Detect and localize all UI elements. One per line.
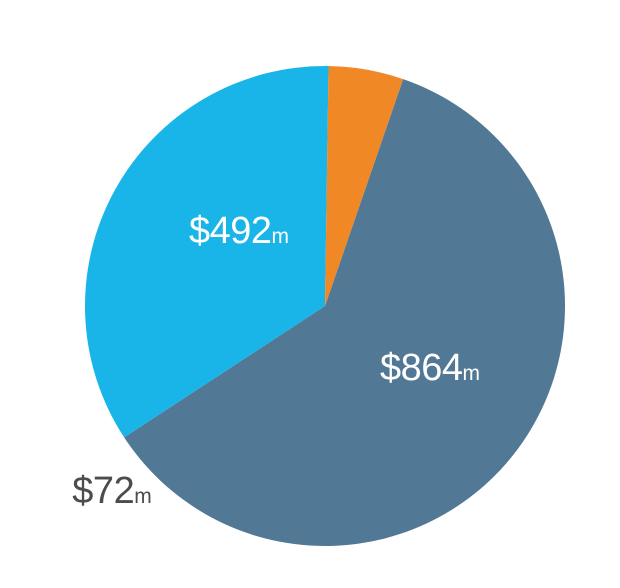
slice-unit-slate: m [462,362,481,385]
slice-value-slate: $864 [379,347,463,389]
slice-label-slate: $864m [380,349,480,387]
slice-label-orange: $72m [72,472,151,510]
pie-slice-cyan-slice[interactable] [85,66,329,438]
pie-slice-orange-slice[interactable] [325,66,404,306]
slice-value-orange: $72 [72,470,135,512]
pie-slice-slate-slice[interactable] [124,79,566,547]
slice-value-cyan: $492 [188,210,272,252]
slice-unit-orange: m [134,485,152,508]
slice-unit-cyan: m [271,225,290,248]
pie-slice-group [85,66,566,547]
slice-label-cyan: $492m [189,212,289,250]
